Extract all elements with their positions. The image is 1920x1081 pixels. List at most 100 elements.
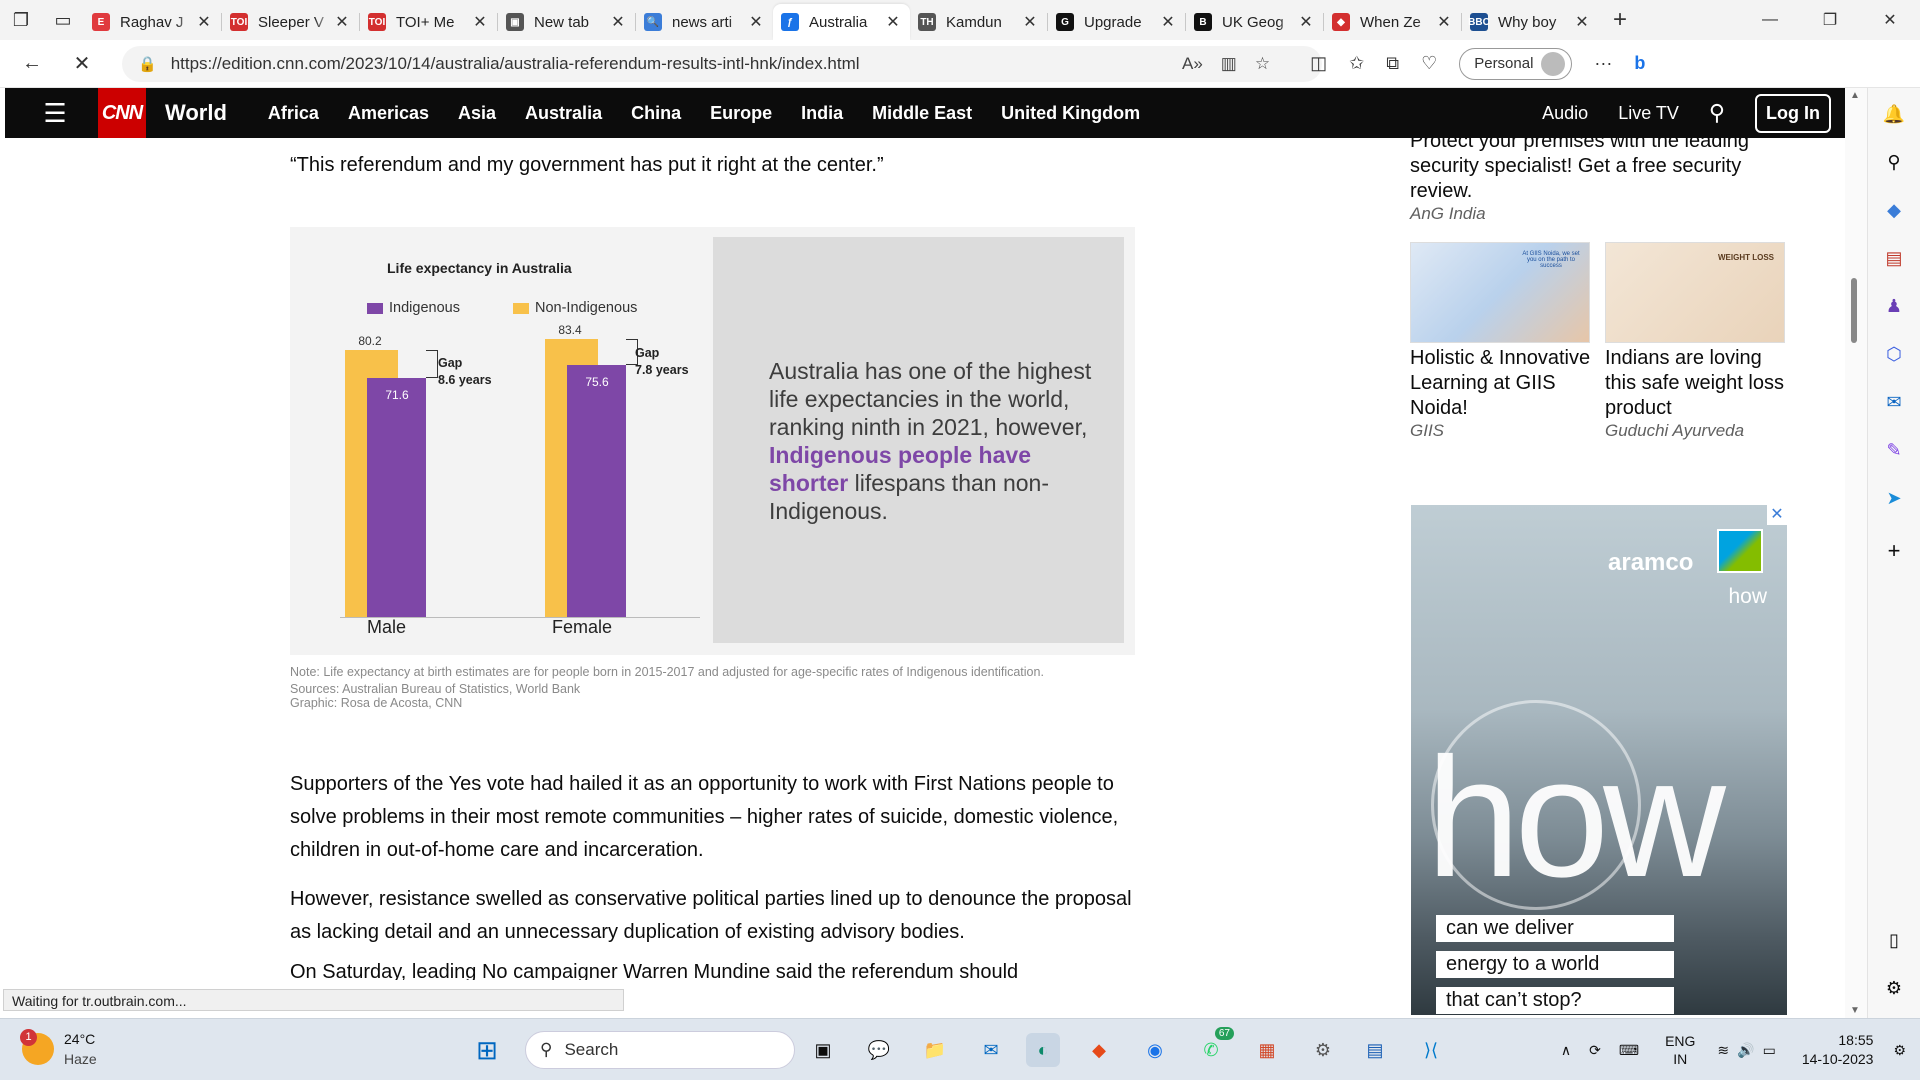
browser-tab[interactable]: G Upgrade ✕ xyxy=(1048,6,1185,38)
search-icon[interactable]: ⚲ xyxy=(1708,100,1726,125)
windows-start-icon[interactable]: ⊞ xyxy=(476,1034,498,1065)
wifi-icon[interactable]: ≋ xyxy=(1717,1041,1730,1058)
chrome-icon[interactable]: ◉ xyxy=(1147,1039,1163,1060)
weather-widget[interactable]: 1 24°C Haze xyxy=(20,1029,97,1069)
volume-icon[interactable]: 🔊 xyxy=(1737,1041,1755,1058)
tray-overflow-icon[interactable]: ∧ xyxy=(1560,1041,1572,1058)
nav-section-world[interactable]: World xyxy=(165,100,227,125)
add-sidebar-app-icon[interactable]: + xyxy=(1887,538,1901,563)
notepad-icon[interactable]: ▤ xyxy=(1366,1039,1384,1060)
browser-tab[interactable]: ▣ New tab ✕ xyxy=(498,6,635,38)
url-text[interactable]: https://edition.cnn.com/2023/10/14/austr… xyxy=(170,53,860,73)
split-screen-icon[interactable]: ◫ xyxy=(1310,53,1328,73)
page-scrollbar[interactable]: ▲ ▼ xyxy=(1845,88,1867,1018)
read-aloud-icon[interactable]: A» xyxy=(1182,53,1203,73)
ad-promo-text[interactable]: Protect your premises with the leading s… xyxy=(1410,129,1790,224)
workspaces-icon[interactable]: ❐ xyxy=(12,9,30,30)
profile-button[interactable]: Personal xyxy=(1459,47,1573,80)
ad-card-image-guduchi[interactable]: WEIGHT LOSS xyxy=(1605,242,1785,343)
drop-send-icon[interactable]: ➤ xyxy=(1886,488,1902,508)
outlook-icon[interactable]: ✉ xyxy=(1886,392,1902,412)
browser-tab[interactable]: B UK Geog ✕ xyxy=(1186,6,1323,38)
ad-card-title[interactable]: Indians are loving this safe weight loss… xyxy=(1605,347,1784,419)
ad-promo-title[interactable]: Protect your premises with the leading s… xyxy=(1410,130,1750,202)
powerpoint-icon[interactable]: ▦ xyxy=(1258,1039,1276,1060)
tab-close-icon[interactable]: ✕ xyxy=(1023,14,1037,31)
browser-tab[interactable]: TOI Sleeper V ✕ xyxy=(222,6,359,38)
browser-tab[interactable]: ◆ When Ze ✕ xyxy=(1324,6,1461,38)
nav-item-united-kingdom[interactable]: United Kingdom xyxy=(1001,102,1141,123)
settings-icon[interactable]: ⚙ xyxy=(1314,1039,1332,1060)
microsoft-365-icon[interactable]: ⬡ xyxy=(1886,344,1902,364)
nav-item-americas[interactable]: Americas xyxy=(347,102,430,123)
scroll-thumb[interactable] xyxy=(1851,278,1857,343)
copilot-icon[interactable]: b xyxy=(1634,53,1646,73)
browser-essentials-icon[interactable]: ♡ xyxy=(1421,53,1438,73)
ad-card-guduchi[interactable]: Indians are loving this safe weight loss… xyxy=(1605,346,1790,441)
scroll-up-icon[interactable]: ▲ xyxy=(1850,90,1860,101)
browser-tab[interactable]: ƒ Australia ✕ xyxy=(773,4,910,40)
keyboard-icon[interactable]: ⌨ xyxy=(1618,1041,1640,1058)
sync-icon[interactable]: ⟳ xyxy=(1589,1041,1601,1058)
tab-close-icon[interactable]: ✕ xyxy=(1299,14,1313,31)
favorites-icon[interactable]: ✩ xyxy=(1349,53,1365,73)
nav-item-asia[interactable]: Asia xyxy=(458,102,497,123)
login-button[interactable]: Log In xyxy=(1755,93,1831,133)
battery-icon[interactable]: ▭ xyxy=(1762,1041,1776,1058)
mail-icon[interactable]: ✉ xyxy=(983,1039,999,1060)
tab-close-icon[interactable]: ✕ xyxy=(886,14,900,31)
browser-tab[interactable]: E Raghav J ✕ xyxy=(84,6,221,38)
edge-browser-icon[interactable]: ◐ xyxy=(1026,1033,1060,1067)
sidebar-settings-icon[interactable]: ⚙ xyxy=(1885,978,1903,998)
nav-item-middle-east[interactable]: Middle East xyxy=(872,102,973,123)
ad-card-giis[interactable]: Holistic & Innovative Learning at GIIS N… xyxy=(1410,346,1595,441)
back-icon[interactable]: ← xyxy=(22,52,42,74)
nav-item-australia[interactable]: Australia xyxy=(525,102,603,123)
close-window-icon[interactable]: ✕ xyxy=(1883,12,1897,29)
ad-card-image-giis[interactable]: At GIIS Noida, we set you on the path to… xyxy=(1410,242,1590,343)
vscode-icon[interactable]: ⟩⟨ xyxy=(1423,1039,1439,1060)
notifications-icon[interactable]: 🔔 xyxy=(1882,104,1906,124)
browser-tab[interactable]: TH Kamdun ✕ xyxy=(910,6,1047,38)
stop-loading-icon[interactable]: ✕ xyxy=(73,53,91,75)
sidebar-layout-icon[interactable]: ▯ xyxy=(1889,930,1899,950)
tab-actions-icon[interactable]: ▭ xyxy=(54,9,72,30)
notification-center-icon[interactable]: ⚙ xyxy=(1893,1041,1906,1058)
nav-live-tv[interactable]: Live TV xyxy=(1618,102,1679,123)
cnn-logo[interactable]: CNN xyxy=(98,88,146,138)
aramco-ad-banner[interactable]: ✕ aramco how how can we deliver energy t… xyxy=(1411,505,1787,1015)
scroll-down-icon[interactable]: ▼ xyxy=(1850,1005,1860,1016)
tab-close-icon[interactable]: ✕ xyxy=(197,14,211,31)
sidebar-search-icon[interactable]: ⚲ xyxy=(1887,152,1901,172)
nav-item-india[interactable]: India xyxy=(801,102,844,123)
clock[interactable]: 18:55 14-10-2023 xyxy=(1802,1031,1874,1069)
menu-hamburger-icon[interactable]: ☰ xyxy=(43,97,67,128)
language-indicator[interactable]: ENG IN xyxy=(1665,1032,1695,1068)
nav-item-europe[interactable]: Europe xyxy=(710,102,773,123)
task-view-icon[interactable]: ▣ xyxy=(814,1039,832,1060)
file-explorer-icon[interactable]: 📁 xyxy=(923,1039,947,1060)
tab-close-icon[interactable]: ✕ xyxy=(473,14,487,31)
designer-icon[interactable]: ✎ xyxy=(1886,440,1902,460)
tab-close-icon[interactable]: ✕ xyxy=(749,14,763,31)
browser-tab[interactable]: BBC Why boy ✕ xyxy=(1462,6,1599,38)
lock-icon[interactable]: 🔒 xyxy=(138,55,157,73)
ad-close-icon[interactable]: ✕ xyxy=(1767,505,1787,525)
browser-tab[interactable]: 🔍 news arti ✕ xyxy=(636,6,773,38)
more-options-icon[interactable]: ··· xyxy=(1594,53,1613,73)
nav-audio[interactable]: Audio xyxy=(1542,102,1589,123)
tools-icon[interactable]: ▤ xyxy=(1885,248,1903,268)
games-icon[interactable]: ♟ xyxy=(1885,296,1903,316)
whatsapp-icon[interactable]: ✆ 67 xyxy=(1194,1027,1234,1067)
new-tab-icon[interactable]: + xyxy=(1612,6,1627,33)
shopping-tag-icon[interactable]: ◆ xyxy=(1887,200,1901,220)
tab-close-icon[interactable]: ✕ xyxy=(1161,14,1175,31)
minimize-icon[interactable]: — xyxy=(1762,11,1778,28)
nav-item-china[interactable]: China xyxy=(631,102,682,123)
teams-chat-icon[interactable]: 💬 xyxy=(867,1039,891,1060)
tab-close-icon[interactable]: ✕ xyxy=(335,14,349,31)
tab-close-icon[interactable]: ✕ xyxy=(1437,14,1451,31)
tab-close-icon[interactable]: ✕ xyxy=(1575,14,1589,31)
favorite-star-icon[interactable]: ☆ xyxy=(1254,53,1271,73)
restore-icon[interactable]: ❐ xyxy=(1822,12,1838,29)
